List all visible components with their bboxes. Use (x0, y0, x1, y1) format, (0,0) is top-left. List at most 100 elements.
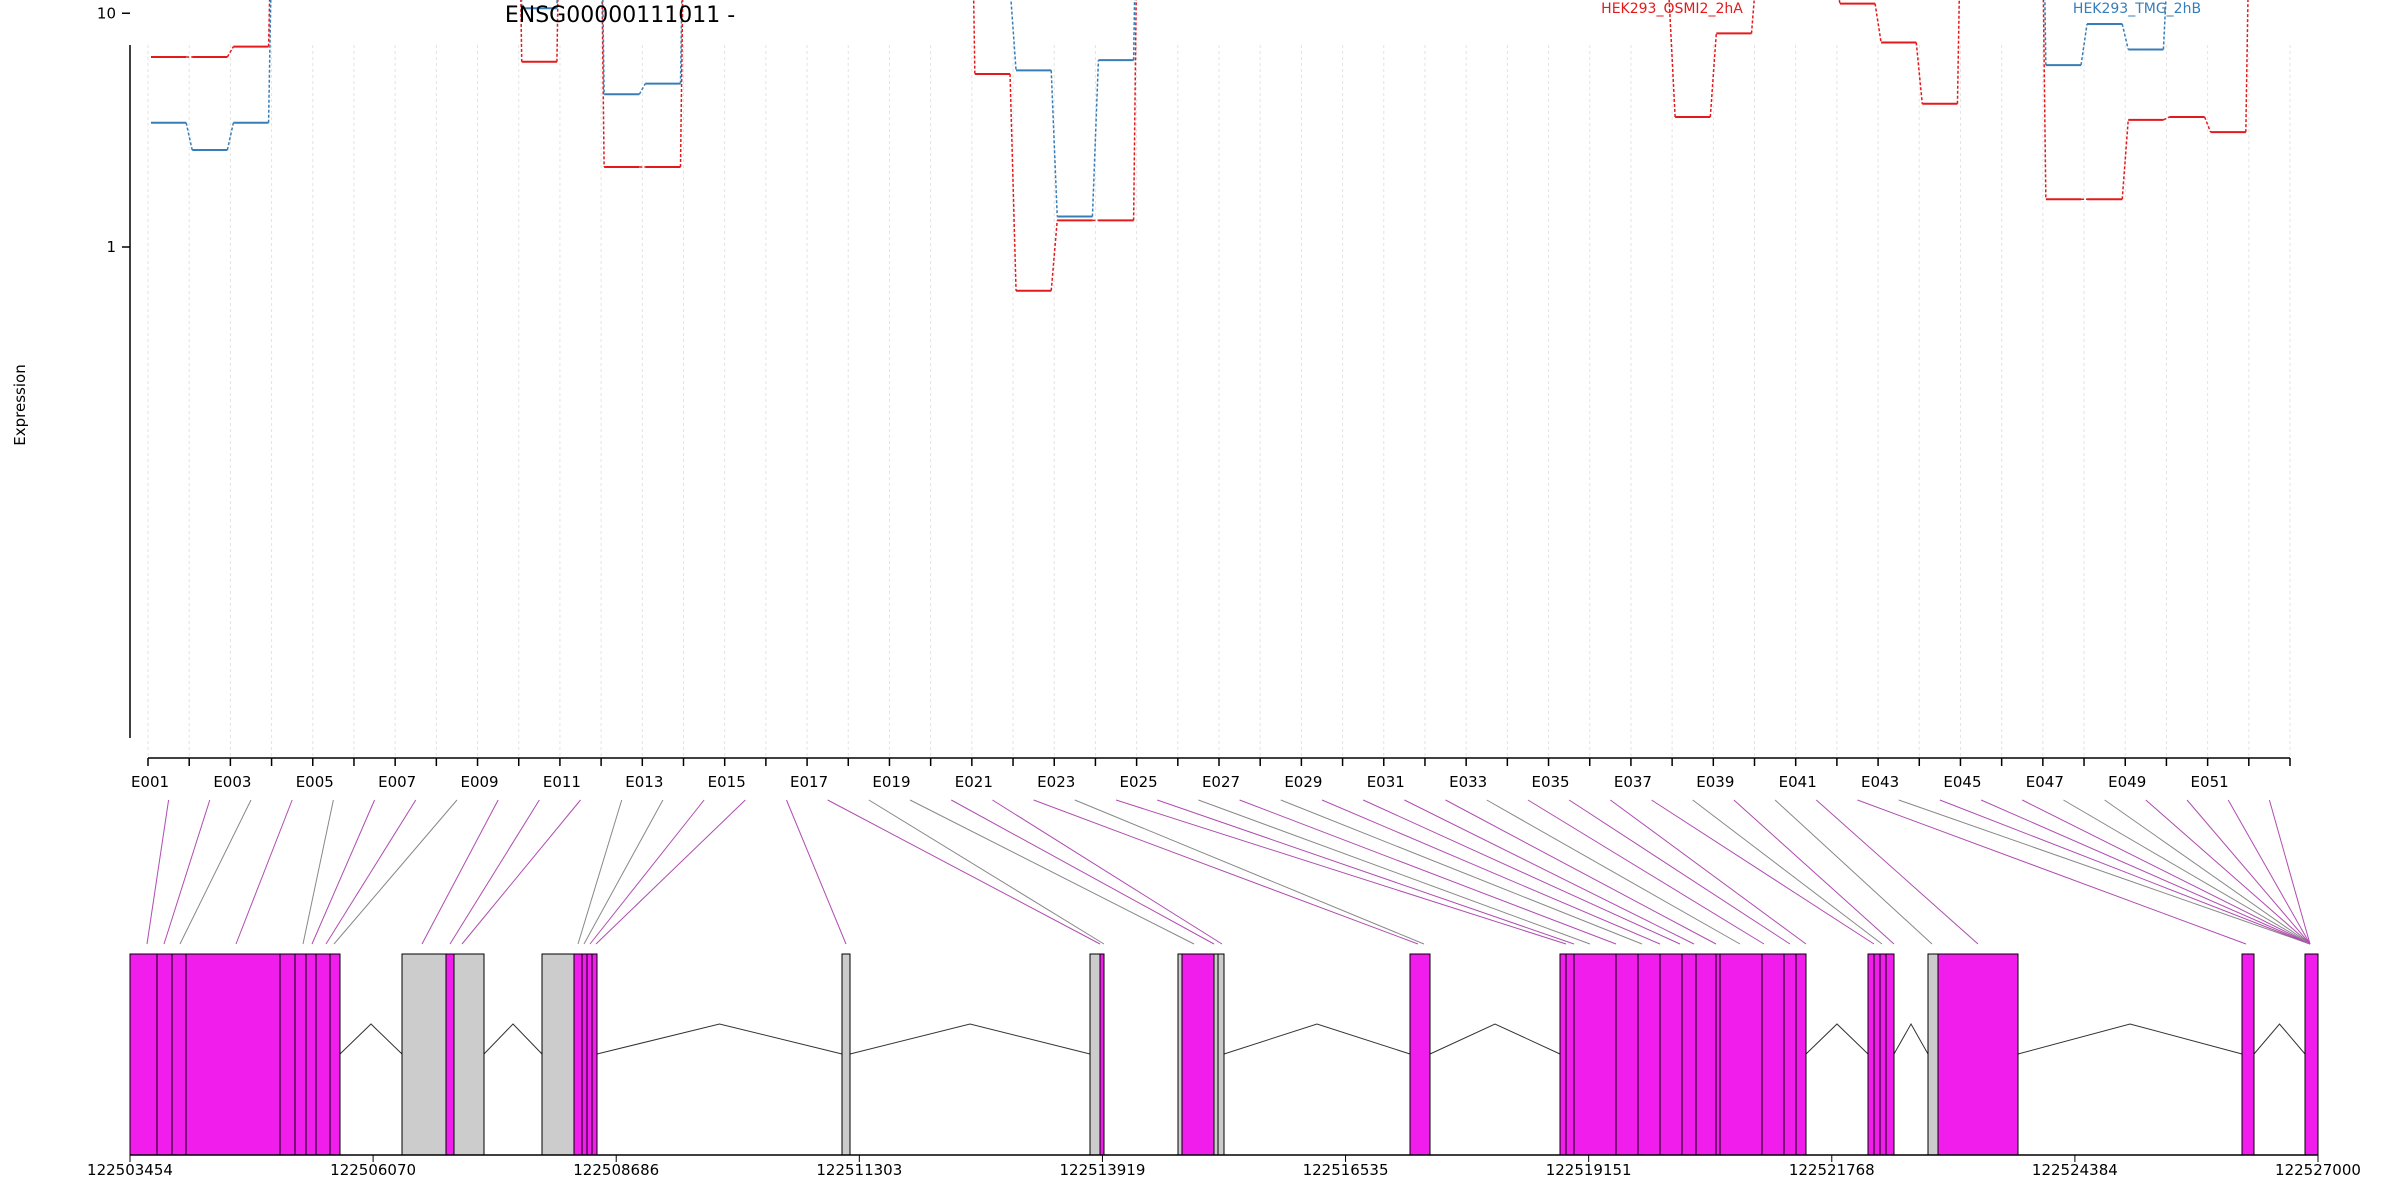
exon-connector (1651, 799, 1875, 945)
exon-connector (2268, 799, 2311, 945)
connector-segment (2121, 119, 2129, 200)
x-tick-label: E001 (131, 773, 169, 791)
x-tick-label: E015 (708, 773, 746, 791)
exon-box (1177, 953, 1183, 1156)
exon-connector (992, 799, 1223, 945)
exon-box (541, 953, 575, 1156)
x-tick-label: E047 (2026, 773, 2064, 791)
exon-box (129, 953, 341, 1156)
exon-connector (302, 799, 334, 945)
connector-segment (2203, 116, 2212, 133)
exon-connector (311, 799, 376, 945)
exon-connector (1774, 799, 1933, 945)
connector-segment (2121, 23, 2129, 50)
exon-box (573, 953, 593, 1156)
connector-segment (601, 0, 605, 167)
intron-line (1429, 1023, 1561, 1055)
connector-segment (267, 0, 272, 123)
connector-segment (1050, 220, 1058, 291)
exon-box (1927, 953, 1939, 1156)
intron-line (2253, 1023, 2306, 1055)
exon-connector (1074, 799, 1425, 945)
exon-connector (1939, 799, 2311, 945)
genomic-tick-label: 122521768 (1789, 1161, 1875, 1179)
intron-line (1805, 1023, 1869, 1055)
exon-connector (786, 799, 847, 945)
exon-box (2241, 953, 2255, 1156)
genomic-tick-label: 122516535 (1303, 1161, 1389, 1179)
exon-connector (1362, 799, 1681, 945)
x-tick-label: E013 (625, 773, 663, 791)
x-tick-label: E009 (460, 773, 498, 791)
exon-connector (589, 799, 705, 945)
exon-connector (1815, 799, 1979, 945)
exon-connector (2104, 799, 2311, 945)
genomic-tick-label: 122511303 (816, 1161, 902, 1179)
exon-connector (325, 799, 417, 945)
exon-connector (2186, 799, 2311, 945)
x-tick-label: E035 (1531, 773, 1569, 791)
connector-segment (1091, 60, 1100, 217)
intron-lines (339, 1022, 2306, 1055)
intron-line (339, 1023, 403, 1055)
x-tick-label: E041 (1779, 773, 1817, 791)
x-tick-label: E017 (790, 773, 828, 791)
exon-box (1559, 953, 1807, 1156)
y-axis: 110100 (97, 4, 130, 256)
x-tick-label: E019 (872, 773, 910, 791)
x-tick-label: E029 (1284, 773, 1322, 791)
exon-box (1213, 953, 1219, 1156)
connector-segment (1750, 0, 1755, 34)
exon-connector (1321, 799, 1661, 945)
x-tick-label: E045 (1943, 773, 1981, 791)
exon-connector (1898, 799, 2311, 945)
genomic-tick-label: 122527000 (2275, 1161, 2361, 1179)
exon-connector (2022, 799, 2311, 945)
vertical-grid (147, 45, 2291, 758)
exon-box (1409, 953, 1431, 1156)
exon-connector (1033, 799, 1419, 945)
connector-segment (602, 0, 605, 95)
exon-connector (2227, 799, 2311, 945)
intron-line (1893, 1022, 1929, 1055)
exon-connector (951, 799, 1215, 945)
y-tick-label: 1 (106, 238, 116, 256)
connector-segment (226, 46, 235, 58)
exon-box (1099, 953, 1105, 1156)
exon-box (1089, 953, 1101, 1156)
connector-segment (1050, 70, 1058, 217)
connector-segment (972, 0, 976, 74)
exon-box (1217, 953, 1225, 1156)
exon-connector (868, 799, 1105, 945)
x-tick-label: E033 (1449, 773, 1487, 791)
connector-segment (1838, 0, 1841, 4)
x-tick-label: E051 (2191, 773, 2229, 791)
exon-connector (1568, 799, 1791, 945)
gene-model (129, 953, 2319, 1156)
exon-connector (163, 799, 211, 945)
exon-connector (1404, 799, 1695, 945)
exon-connector (1157, 799, 1575, 945)
x-tick-label: E021 (955, 773, 993, 791)
exon-connector (595, 799, 746, 945)
exon-box (1879, 953, 1895, 1156)
x-tick-label: E005 (296, 773, 334, 791)
x-tick-label: E039 (1696, 773, 1734, 791)
exon-connector (461, 799, 581, 945)
exon-connector (1198, 799, 1591, 945)
x-axis: E001 E003 E005 E007 E009 E011 E013 E015 E017 E019… (131, 758, 2291, 791)
exon-box (841, 953, 851, 1156)
intron-line (1223, 1023, 1411, 1055)
exon-connector (1527, 799, 1765, 945)
x-tick-label: E011 (543, 773, 581, 791)
exon-connector (449, 799, 540, 945)
exon-box (591, 953, 598, 1156)
exon-connector (2063, 799, 2311, 945)
connector-segment (2163, 116, 2170, 121)
legend-tmg: HEK293_TMG_2hB (2073, 1, 2201, 17)
exon-box (401, 953, 447, 1156)
exon-connector (1486, 799, 1741, 945)
x-tick-label: E003 (213, 773, 251, 791)
exon-connector (1733, 799, 1895, 945)
